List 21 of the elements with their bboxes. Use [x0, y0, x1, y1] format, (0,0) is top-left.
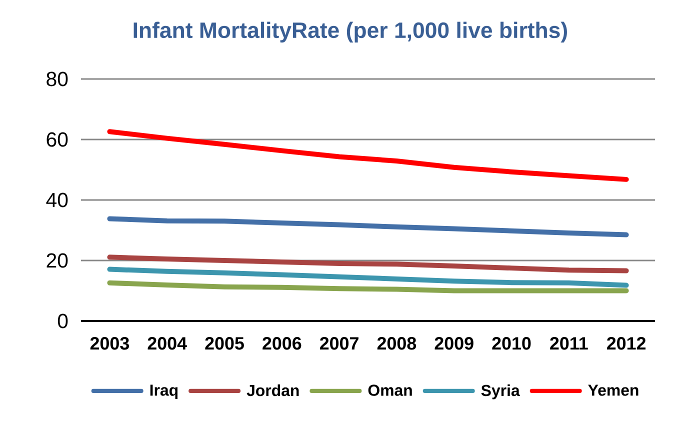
x-tick-label: 2007 — [320, 337, 358, 350]
x-tick-label: 2008 — [377, 337, 416, 350]
legend-label: Oman — [368, 384, 412, 396]
x-tick-label: 2006 — [262, 337, 302, 350]
y-tick-label: 40 — [46, 192, 68, 208]
y-tick-label: 0 — [58, 314, 68, 328]
legend-label: Syria — [481, 384, 520, 400]
y-tick-label: 80 — [46, 72, 68, 86]
x-tick-label: 2012 — [606, 337, 646, 350]
x-tick-label: 2004 — [148, 337, 187, 350]
legend-label: Iraq — [150, 384, 178, 399]
x-tick-label: 2011 — [550, 337, 588, 350]
chart-title: Infant MortalityRate (per 1,000 live births) — [134, 22, 567, 42]
legend-label: Yemen — [588, 384, 638, 396]
y-tick-label: 20 — [46, 253, 68, 268]
x-tick-label: 2005 — [205, 337, 244, 350]
x-tick-label: 2009 — [434, 337, 474, 350]
x-tick-label: 2003 — [90, 337, 129, 350]
x-tick-label: 2010 — [492, 337, 531, 350]
legend-label: Jordan — [246, 384, 299, 396]
y-tick-label: 60 — [46, 132, 68, 147]
